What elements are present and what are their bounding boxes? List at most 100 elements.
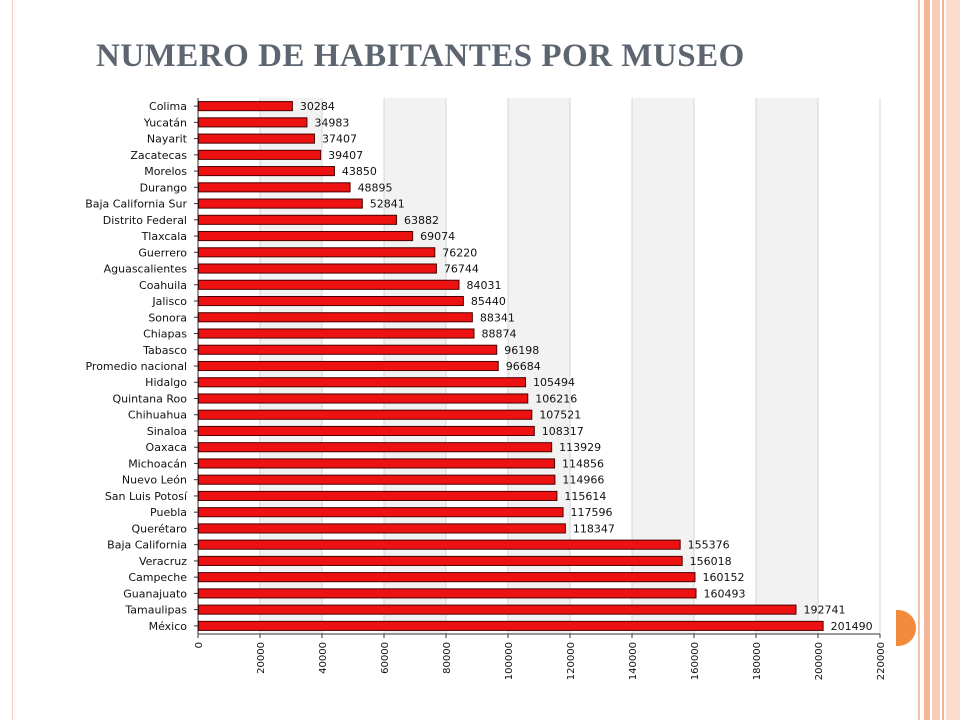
bar [198, 360, 499, 372]
value-label: 96198 [504, 344, 539, 357]
category-label: Yucatán [143, 116, 187, 129]
category-label: Sonora [148, 311, 187, 324]
category-label: Coahuila [139, 279, 187, 292]
value-label: 96684 [506, 360, 541, 373]
bar [198, 295, 464, 307]
value-label: 37407 [322, 133, 357, 146]
value-label: 108317 [542, 425, 584, 438]
value-label: 156018 [690, 555, 732, 568]
bar [198, 263, 437, 274]
category-label: Quintana Roo [112, 392, 187, 405]
bar [198, 247, 436, 258]
category-label: México [149, 620, 188, 633]
value-label: 201490 [831, 620, 873, 633]
value-label: 117596 [571, 506, 613, 519]
category-label: Distrito Federal [103, 214, 187, 227]
x-tick-label: 40000 [318, 642, 329, 674]
x-tick-label: 220000 [876, 642, 887, 680]
value-label: 155376 [688, 539, 730, 552]
bar [198, 588, 697, 599]
bar [198, 149, 322, 160]
category-label: Colima [149, 100, 187, 113]
bar [198, 198, 363, 209]
value-label: 88341 [480, 311, 515, 324]
category-label: Morelos [144, 165, 187, 178]
bar [198, 555, 683, 566]
left-decorative-rule [12, 0, 13, 720]
category-label: Zacatecas [130, 149, 187, 162]
category-label: Guerrero [138, 246, 187, 259]
value-label: 113929 [559, 441, 601, 454]
category-label: Durango [140, 181, 188, 194]
category-label: Aguascalientes [104, 263, 188, 276]
bar [198, 539, 681, 550]
bar [198, 523, 566, 534]
bar [198, 101, 293, 112]
bar [198, 117, 308, 128]
bar [198, 474, 556, 485]
value-label: 63882 [404, 214, 439, 227]
category-label: Baja California [107, 539, 187, 552]
bar [198, 377, 527, 388]
category-label: Nuevo León [122, 474, 187, 487]
value-label: 69074 [420, 230, 455, 243]
bar [198, 312, 473, 323]
slide-title: NUMERO DE HABITANTES POR MUSEO [96, 38, 745, 74]
value-label: 115614 [564, 490, 606, 503]
value-label: 52841 [370, 198, 405, 211]
value-label: 30284 [300, 100, 335, 113]
x-tick-label: 140000 [628, 642, 639, 680]
bar [198, 166, 335, 177]
bar [198, 279, 460, 290]
right-decorative-band [946, 0, 960, 720]
bar [198, 133, 315, 144]
bar [198, 231, 414, 242]
bar [198, 344, 498, 355]
value-label: 43850 [342, 165, 377, 178]
category-label: Hidalgo [145, 376, 187, 389]
chart-band [756, 98, 818, 634]
bar [198, 490, 558, 501]
value-label: 160493 [704, 587, 746, 600]
bar [198, 393, 529, 404]
category-label: Michoacán [128, 457, 187, 470]
bar [198, 458, 556, 469]
bar [198, 507, 564, 518]
value-label: 106216 [535, 392, 577, 405]
right-decorative-band [942, 0, 944, 720]
x-tick-label: 160000 [690, 642, 701, 680]
category-label: Sinaloa [147, 425, 187, 438]
chart-bars [198, 101, 824, 631]
bar [198, 442, 553, 453]
bar [198, 604, 797, 615]
category-label: Oaxaca [146, 441, 187, 454]
value-label: 192741 [803, 604, 845, 617]
category-label: Querétaro [131, 522, 187, 535]
chart-labels: 0 20000 40000 60000 80000 100000 120000 140000 1… [85, 100, 887, 680]
category-label: Tlaxcala [141, 230, 187, 243]
category-label: Campeche [128, 571, 187, 584]
slide-accent-dot [896, 610, 916, 646]
category-label: Tamaulipas [124, 604, 187, 617]
category-label: Jalisco [151, 295, 187, 308]
x-tick-label: 100000 [504, 642, 515, 680]
bar [198, 214, 398, 225]
category-label: Baja California Sur [85, 198, 187, 211]
bar [198, 425, 535, 437]
category-label: Chihuahua [128, 409, 187, 422]
value-label: 76744 [444, 263, 479, 276]
right-decorative-band [924, 0, 930, 720]
bar [198, 182, 351, 193]
bar [198, 620, 824, 631]
x-tick-label: 120000 [566, 642, 577, 680]
value-label: 48895 [358, 181, 393, 194]
x-tick-label: 0 [194, 642, 205, 648]
bar [198, 409, 533, 420]
value-label: 76220 [442, 246, 477, 259]
right-decorative-band [932, 0, 940, 720]
category-label: San Luis Potosí [105, 490, 188, 503]
category-label: Tabasco [142, 344, 187, 357]
x-tick-label: 20000 [256, 642, 267, 674]
value-label: 39407 [328, 149, 363, 162]
value-label: 114856 [562, 457, 604, 470]
